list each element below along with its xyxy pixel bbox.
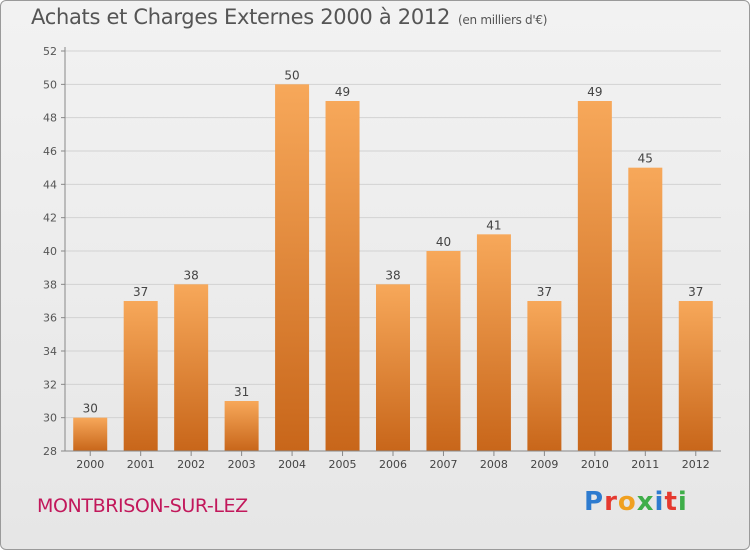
logo-letter: r bbox=[604, 487, 618, 517]
x-tick-label-2009: 2009 bbox=[530, 458, 558, 471]
data-label-2008: 41 bbox=[486, 218, 501, 232]
y-tick-label: 44 bbox=[43, 178, 57, 191]
data-label-2012: 37 bbox=[688, 285, 703, 299]
y-tick-label: 28 bbox=[43, 445, 57, 458]
bar-2004 bbox=[275, 84, 310, 451]
data-label-2002: 38 bbox=[184, 268, 199, 282]
data-label-2006: 38 bbox=[385, 268, 400, 282]
x-axis-ticks: 2000 2001 2002 2003 2004 2005 2006 2007 2008 2009… bbox=[76, 451, 710, 471]
y-tick-label: 30 bbox=[43, 412, 57, 425]
x-tick-label-2000: 2000 bbox=[76, 458, 104, 471]
chart-unit: (en milliers d'€) bbox=[458, 13, 548, 27]
bars bbox=[73, 84, 713, 451]
y-tick-label: 46 bbox=[43, 145, 57, 158]
x-tick-label-2005: 2005 bbox=[329, 458, 357, 471]
data-label-2004: 50 bbox=[284, 68, 299, 82]
data-label-2000: 30 bbox=[83, 402, 98, 416]
bar-2008 bbox=[476, 234, 511, 451]
data-label-2011: 45 bbox=[638, 152, 653, 166]
logo-letter: P bbox=[584, 487, 605, 517]
bar-2007 bbox=[426, 251, 461, 451]
proxiti-logo: Proxiti bbox=[584, 487, 688, 517]
bar-2003 bbox=[224, 401, 259, 451]
x-tick-label-2002: 2002 bbox=[177, 458, 205, 471]
axes bbox=[64, 47, 721, 452]
y-tick-label: 32 bbox=[43, 378, 57, 391]
data-label-2005: 49 bbox=[335, 85, 350, 99]
y-tick-label: 52 bbox=[43, 45, 57, 58]
data-label-2003: 31 bbox=[234, 385, 249, 399]
bar-2000 bbox=[73, 417, 108, 451]
data-label-2009: 37 bbox=[537, 285, 552, 299]
logo-letter: o bbox=[617, 487, 637, 517]
bar-2009 bbox=[527, 301, 562, 451]
bar-2006 bbox=[376, 284, 410, 451]
bar-2002 bbox=[174, 284, 209, 451]
y-tick-label: 36 bbox=[43, 312, 57, 325]
y-tick-label: 40 bbox=[43, 245, 57, 258]
x-tick-label-2010: 2010 bbox=[581, 458, 609, 471]
logo-letter: i bbox=[677, 487, 688, 517]
bar-2012 bbox=[678, 301, 713, 451]
x-tick-label-2012: 2012 bbox=[682, 458, 710, 471]
logo-letter: i bbox=[654, 487, 665, 517]
chart-title: Achats et Charges Externes 2000 à 2012 (e… bbox=[31, 5, 547, 29]
chart-title-text: Achats et Charges Externes 2000 à 2012 bbox=[31, 5, 451, 29]
bar-2010 bbox=[577, 101, 612, 451]
y-tick-label: 50 bbox=[43, 78, 57, 91]
y-tick-label: 34 bbox=[43, 345, 57, 358]
y-tick-label: 38 bbox=[43, 278, 57, 291]
data-label-2007: 40 bbox=[436, 235, 451, 249]
logo-letter: t bbox=[664, 487, 678, 517]
data-label-2001: 37 bbox=[133, 285, 148, 299]
data-labels: 30 37 38 31 50 49 38 40 41 37 49 45 37 bbox=[83, 68, 704, 415]
x-tick-label-2008: 2008 bbox=[480, 458, 508, 471]
x-tick-label-2006: 2006 bbox=[379, 458, 407, 471]
logo-letter: x bbox=[636, 487, 655, 517]
y-tick-label: 48 bbox=[43, 112, 57, 125]
y-axis-ticks: 28 30 32 34 36 38 40 42 44 46 48 50 52 bbox=[43, 45, 65, 458]
x-tick-label-2003: 2003 bbox=[228, 458, 256, 471]
data-label-2010: 49 bbox=[587, 85, 602, 99]
y-tick-label: 42 bbox=[43, 212, 57, 225]
bar-2001 bbox=[123, 301, 158, 451]
x-tick-label-2004: 2004 bbox=[278, 458, 306, 471]
bar-2011 bbox=[628, 167, 663, 451]
x-tick-label-2011: 2011 bbox=[631, 458, 659, 471]
x-tick-label-2001: 2001 bbox=[127, 458, 155, 471]
x-tick-label-2007: 2007 bbox=[429, 458, 457, 471]
commune-name: MONTBRISON-SUR-LEZ bbox=[37, 495, 248, 517]
bar-2005 bbox=[325, 101, 360, 451]
